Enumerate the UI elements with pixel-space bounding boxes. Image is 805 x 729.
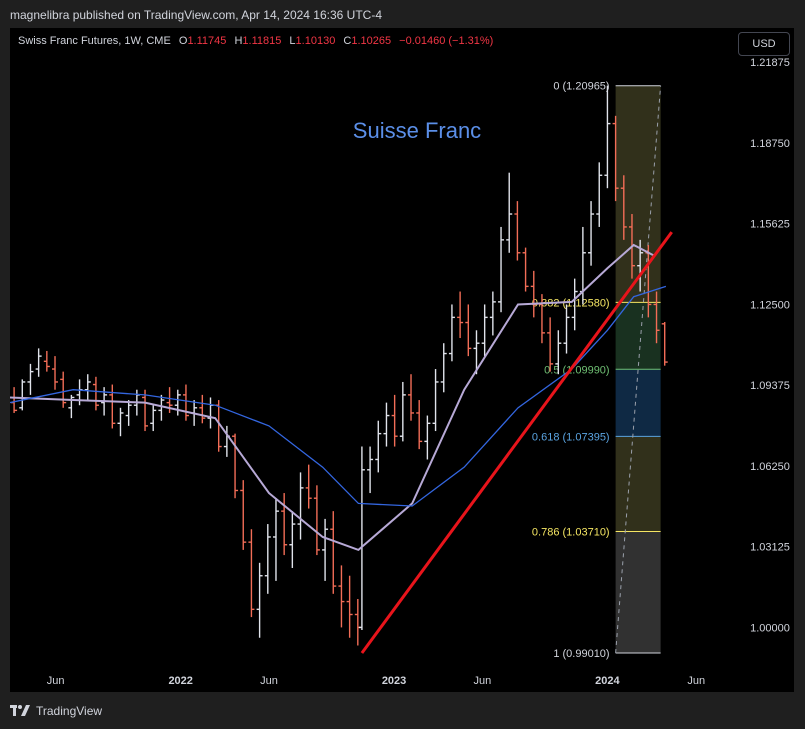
x-tick-label: 2024	[595, 675, 620, 687]
y-tick-label: 1.03125	[750, 542, 790, 554]
high-value: 1.11815	[242, 35, 282, 47]
fib-zone	[615, 369, 661, 437]
x-tick-label: Jun	[687, 675, 705, 687]
fib-diagonal-line	[615, 85, 662, 654]
moving-average-line	[10, 285, 667, 507]
y-tick-label: 1.21875	[750, 57, 790, 69]
fib-level-label: 0.382 (1.12580)	[532, 297, 610, 309]
brand-name: TradingView	[36, 704, 103, 718]
y-tick-label: 1.12500	[750, 299, 790, 311]
y-tick-label: 1.15625	[750, 219, 790, 231]
ohlc-legend: Swiss Franc Futures, 1W, CME O1.11745 H1…	[18, 35, 493, 47]
y-tick-label: 1.18750	[750, 138, 790, 150]
y-tick-label: 1.09375	[750, 380, 790, 392]
fib-zone	[615, 531, 661, 653]
top-bar: magnelibra published on TradingView.com,…	[0, 0, 805, 28]
support-trendline	[360, 231, 673, 654]
close-value: 1.10265	[351, 35, 392, 47]
change-value: −0.01460 (−1.31%)	[399, 35, 494, 47]
fib-level-label: 0 (1.20965)	[553, 81, 609, 93]
low-label: L	[289, 35, 296, 47]
y-tick-label: 1.06250	[750, 461, 790, 473]
footer-bar: TradingView	[0, 698, 805, 729]
close-label: C	[343, 35, 352, 47]
price-chart[interactable]: 0 (1.20965) 0.382 (1.12580) 0.5 (1.09990) 0…	[10, 28, 794, 692]
moving-average-line	[10, 243, 655, 552]
publisher-info: magnelibra published on TradingView.com,…	[10, 8, 383, 22]
x-tick-label: 2022	[168, 675, 192, 687]
fib-zone	[615, 85, 661, 303]
y-tick-label: 1.00000	[750, 622, 790, 634]
fib-level-label: 0.786 (1.03710)	[532, 527, 610, 539]
symbol-name[interactable]: Swiss Franc Futures, 1W, CME	[18, 35, 171, 47]
chart-title-annotation: Suisse Franc	[353, 118, 481, 143]
low-value: 1.10130	[295, 35, 336, 47]
fib-zone	[615, 436, 661, 532]
x-tick-label: Jun	[473, 675, 491, 687]
x-tick-label: Jun	[47, 675, 65, 687]
fib-level-label: 0.618 (1.07395)	[532, 431, 610, 443]
open-value: 1.11745	[187, 35, 227, 47]
x-tick-label: 2023	[382, 675, 406, 687]
fib-zone	[615, 302, 661, 370]
high-label: H	[234, 35, 243, 47]
currency-button[interactable]: USD	[738, 32, 790, 56]
fib-level-label: 0.5 (1.09990)	[544, 364, 609, 376]
open-label: O	[178, 35, 188, 47]
chart-area[interactable]: 0 (1.20965) 0.382 (1.12580) 0.5 (1.09990) 0…	[10, 28, 794, 692]
x-tick-label: Jun	[260, 675, 278, 687]
tradingview-logo-icon	[10, 705, 30, 716]
fib-level-label: 1 (0.99010)	[553, 648, 609, 660]
tradingview-brand[interactable]: TradingView	[10, 704, 102, 718]
